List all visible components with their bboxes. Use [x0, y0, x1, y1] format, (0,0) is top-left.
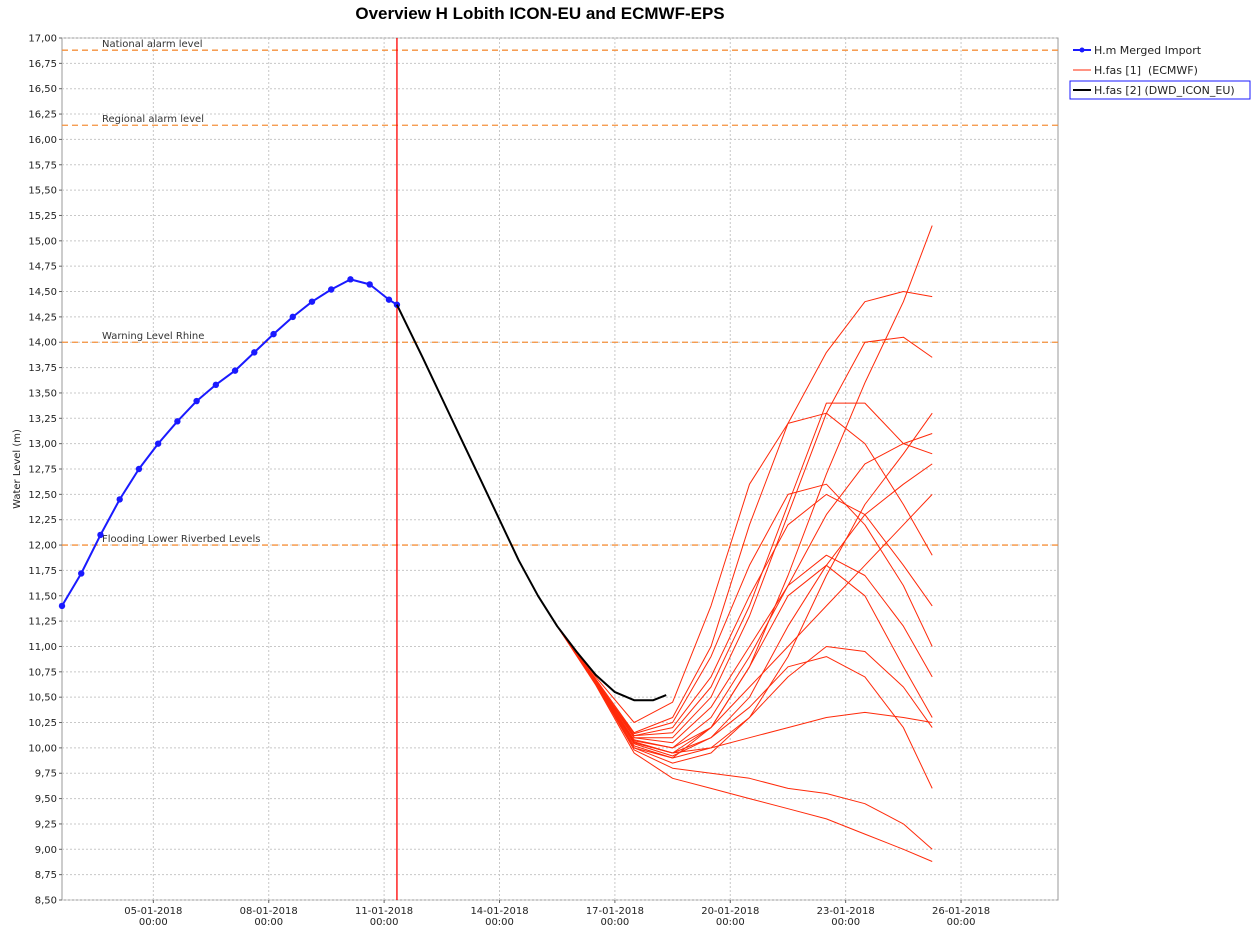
ensemble-line	[556, 564, 933, 759]
series-line	[396, 304, 667, 702]
y-tick-label: 11,75	[28, 566, 57, 577]
y-tick-label: 15,75	[28, 160, 57, 171]
y-tick-label: 9,00	[35, 845, 57, 856]
ensemble-line	[556, 412, 933, 723]
y-tick-label: 10,50	[28, 693, 57, 704]
reference-label: Flooding Lower Riverbed Levels	[102, 534, 260, 545]
y-tick-label: 9,75	[35, 769, 57, 780]
data-point	[174, 418, 181, 425]
y-tick-label: 14,50	[28, 287, 57, 298]
x-tick-label: 23-01-2018 00:00	[817, 906, 875, 928]
y-tick-label: 11,25	[28, 617, 57, 628]
y-tick-label: 10,75	[28, 667, 57, 678]
legend-marker	[1079, 47, 1085, 53]
y-tick-label: 16,75	[28, 59, 57, 70]
legend-label: H.fas [2] (DWD_ICON_EU)	[1094, 84, 1235, 97]
x-tick-label: 26-01-2018 00:00	[932, 906, 990, 928]
data-point	[308, 298, 316, 305]
y-tick-label: 16,50	[28, 84, 57, 95]
data-point	[366, 281, 373, 288]
y-tick-label: 12,00	[28, 541, 57, 552]
y-tick-label: 15,50	[28, 186, 57, 197]
y-tick-label: 13,50	[28, 388, 57, 399]
y-tick-label: 14,00	[28, 338, 57, 349]
y-tick-label: 12,50	[28, 490, 57, 501]
data-point	[78, 570, 85, 577]
y-tick-label: 13,25	[28, 414, 57, 425]
data-point	[154, 440, 162, 447]
x-tick-label: 20-01-2018 00:00	[701, 906, 759, 928]
data-point	[116, 496, 123, 503]
legend-focus	[1069, 80, 1251, 100]
ensemble-line	[556, 494, 933, 749]
data-point	[385, 296, 393, 303]
y-tick-label: 10,25	[28, 718, 57, 729]
data-point	[97, 531, 104, 539]
y-tick-label: 13,00	[28, 439, 57, 450]
data-point	[212, 381, 220, 389]
y-axis-label: Water Level (m)	[12, 429, 23, 509]
reference-label: Regional alarm level	[102, 114, 204, 125]
y-tick-label: 11,00	[28, 642, 57, 653]
x-tick-label: 08-01-2018 00:00	[240, 906, 298, 928]
x-tick-label: 14-01-2018 00:00	[470, 906, 528, 928]
x-tick-label: 11-01-2018 00:00	[355, 906, 413, 928]
y-tick-label: 16,25	[28, 110, 57, 121]
y-tick-label: 17,00	[28, 34, 57, 45]
reference-label: National alarm level	[102, 39, 203, 50]
y-tick-label: 15,25	[28, 211, 57, 222]
data-point	[347, 276, 354, 283]
ensemble-line	[556, 402, 933, 737]
ensemble-line	[556, 483, 933, 735]
data-point	[135, 465, 143, 473]
y-tick-label: 8,50	[35, 896, 57, 907]
y-tick-label: 8,75	[35, 870, 57, 881]
ensemble-line	[556, 291, 933, 734]
data-point	[251, 349, 258, 356]
data-point	[58, 602, 66, 610]
ensemble-line	[556, 554, 933, 744]
ensemble-line	[556, 625, 933, 862]
x-tick-label: 17-01-2018 00:00	[586, 906, 644, 928]
y-tick-label: 11,50	[28, 591, 57, 602]
y-tick-label: 14,75	[28, 262, 57, 273]
y-tick-label: 15,00	[28, 236, 57, 247]
y-tick-label: 10,00	[28, 743, 57, 754]
ensemble-line	[556, 625, 933, 789]
y-tick-label: 13,75	[28, 363, 57, 374]
ensemble-line	[556, 625, 933, 759]
y-tick-label: 9,25	[35, 819, 57, 830]
data-point	[289, 313, 296, 321]
data-point	[193, 397, 200, 405]
y-tick-label: 14,25	[28, 312, 57, 323]
data-point	[328, 286, 335, 293]
reference-label: Warning Level Rhine	[102, 331, 204, 342]
y-tick-label: 12,75	[28, 465, 57, 476]
ensemble-line	[556, 625, 933, 850]
y-tick-label: 9,50	[35, 794, 57, 805]
y-tick-label: 16,00	[28, 135, 57, 146]
chart-title: Overview H Lobith ICON-EU and ECMWF-EPS	[355, 4, 724, 23]
legend-label: H.fas [1] (ECMWF)	[1094, 64, 1198, 77]
data-point	[270, 330, 277, 338]
data-point	[231, 367, 239, 374]
legend-label: H.m Merged Import	[1094, 44, 1202, 57]
x-tick-label: 05-01-2018 00:00	[124, 906, 182, 928]
y-tick-label: 12,25	[28, 515, 57, 526]
